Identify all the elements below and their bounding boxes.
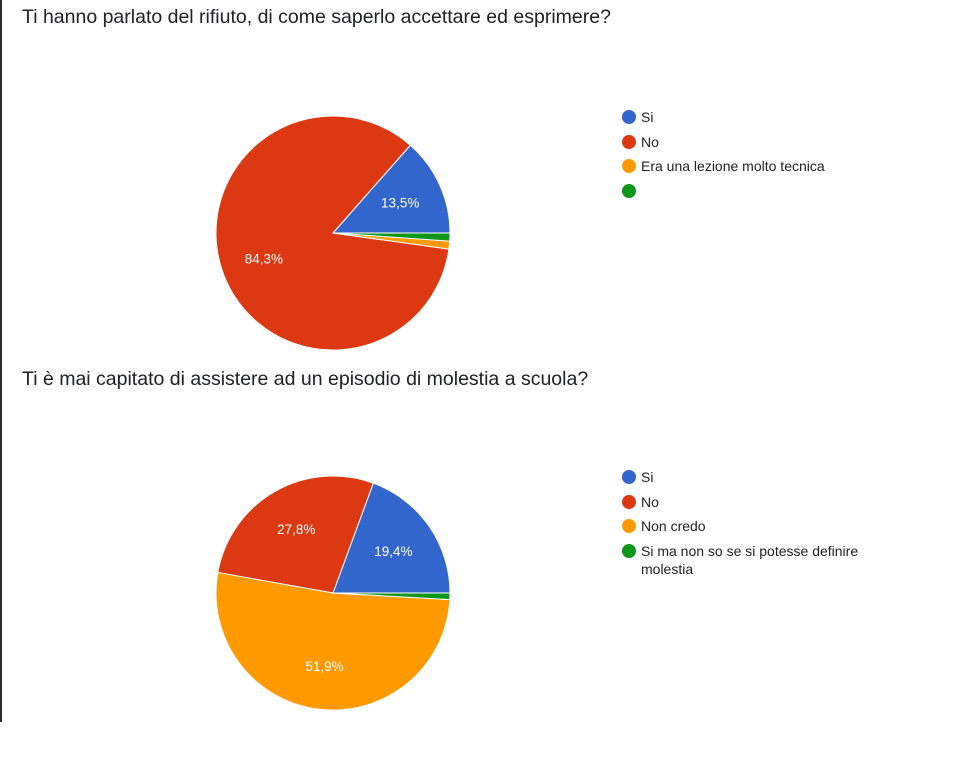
pie-slice-4[interactable] bbox=[332, 232, 451, 242]
slice-label-1: 13,5% bbox=[381, 196, 419, 211]
pie-slice-2[interactable] bbox=[215, 115, 450, 351]
legend-item-4[interactable] bbox=[622, 182, 825, 198]
legend-label: No bbox=[641, 493, 659, 510]
pie-slice-1[interactable] bbox=[332, 482, 451, 594]
pie-chart-rejection: Ti hanno parlato del rifiuto, di come sa… bbox=[0, 0, 956, 356]
left-border bbox=[0, 0, 2, 722]
pie-slice-2[interactable] bbox=[217, 475, 374, 594]
chart-title: Ti è mai capitato di assistere ad un epi… bbox=[22, 368, 589, 390]
legend-label: Era una lezione molto tecnica bbox=[641, 158, 825, 174]
slice-label-2: 27,8% bbox=[277, 522, 315, 537]
pie-slice-4[interactable] bbox=[332, 592, 451, 601]
pie-slice-3[interactable] bbox=[215, 571, 451, 711]
legend-item-3[interactable]: Non credo bbox=[622, 517, 901, 535]
pie-plot: 19,4% 27,8% 51,9% bbox=[215, 475, 451, 711]
slice-label-2: 84,3% bbox=[245, 252, 283, 267]
legend-item-2[interactable]: No bbox=[622, 133, 825, 151]
legend-swatch bbox=[622, 159, 636, 173]
legend-swatch bbox=[622, 183, 636, 198]
chart-title: Ti hanno parlato del rifiuto, di come sa… bbox=[22, 6, 611, 28]
pie-plot: 13,5% 84,3% bbox=[215, 115, 451, 351]
legend-swatch bbox=[622, 134, 636, 149]
legend-swatch bbox=[622, 110, 636, 124]
legend-item-4[interactable]: Si ma non so se si potesse definire mole… bbox=[622, 542, 901, 578]
legend-label: Non credo bbox=[641, 518, 706, 534]
legend-item-3[interactable]: Era una lezione molto tecnica bbox=[622, 157, 825, 175]
legend-label: Si ma non so se si potesse definire mole… bbox=[641, 542, 859, 577]
legend-item-2[interactable]: No bbox=[622, 493, 901, 511]
pie-chart-harassment: Ti è mai capitato di assistere ad un epi… bbox=[0, 356, 956, 722]
legend-label: Si bbox=[641, 469, 654, 485]
legend-item-1[interactable]: Si bbox=[622, 108, 825, 126]
legend-swatch bbox=[622, 519, 636, 533]
legend: Si No Non credo Si ma non so se si potesse … bbox=[622, 468, 901, 584]
legend: Si No Era una lezione molto tecnica bbox=[622, 108, 825, 204]
legend-item-1[interactable]: Si bbox=[622, 468, 901, 486]
legend-swatch bbox=[622, 543, 636, 558]
pie-slice-1[interactable] bbox=[331, 144, 451, 234]
legend-swatch bbox=[622, 470, 636, 484]
slice-label-3: 51,9% bbox=[305, 659, 343, 674]
legend-label: No bbox=[641, 133, 659, 150]
slice-label-1: 19,4% bbox=[374, 544, 412, 559]
legend-label: Si bbox=[641, 109, 654, 125]
legend-swatch bbox=[622, 494, 636, 509]
